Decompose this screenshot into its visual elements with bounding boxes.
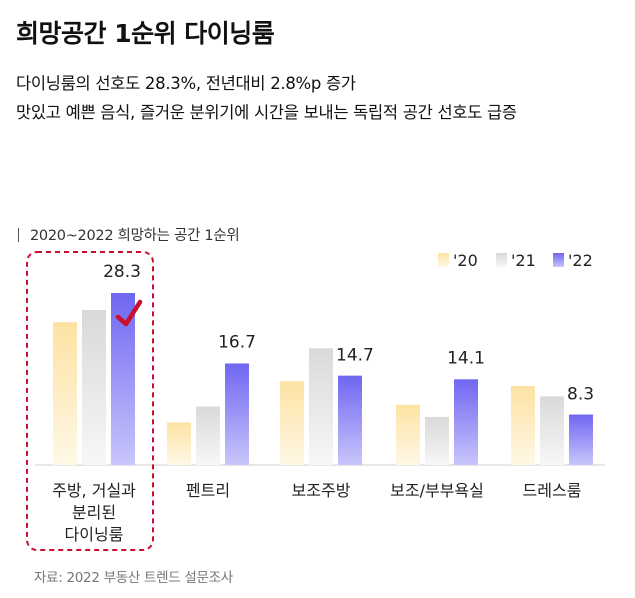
legend-swatch-1: [496, 253, 507, 267]
label-divider: [18, 228, 19, 242]
category-label-0-line-1: 분리된: [72, 503, 116, 522]
bar-4-series-2: [569, 414, 593, 465]
legend-label-0: '20: [453, 251, 478, 270]
chart-label: 2020~2022 희망하는 공간 1순위: [18, 224, 240, 245]
data-label-2: 14.7: [336, 346, 374, 366]
subtitle-line-2: 맛있고 예쁜 음식, 즐거운 분위기에 시간을 보내는 독립적 공간 선호도 급…: [16, 103, 517, 122]
page-title: 희망공간 1순위 다이닝룸: [16, 19, 275, 48]
legend-swatch-2: [553, 253, 564, 267]
bar-2-series-2: [338, 375, 362, 465]
data-label-0: 28.3: [103, 262, 141, 282]
bar-3-series-1: [425, 416, 449, 465]
category-label-2-line-0: 보조주방: [292, 481, 351, 500]
bar-3-series-2: [454, 379, 478, 465]
bar-4-series-0: [511, 385, 535, 465]
category-label-3-line-0: 보조/부부욕실: [390, 481, 484, 500]
source-note: 자료: 2022 부동산 트렌드 설문조사: [34, 570, 233, 586]
category-label-0-line-2: 다이닝룸: [65, 525, 124, 544]
category-label-0-line-0: 주방, 거실과: [52, 481, 136, 500]
bar-1-series-0: [167, 422, 191, 465]
bar-4-series-1: [540, 396, 564, 465]
bar-0-series-1: [82, 310, 106, 465]
category-label-1-line-0: 펜트리: [186, 481, 230, 500]
bar-1-series-1: [196, 406, 220, 465]
bar-3-series-0: [396, 404, 420, 465]
bar-2-series-0: [280, 381, 304, 465]
subtitle-line-1: 다이닝룸의 선호도 28.3%, 전년대비 2.8%p 증가: [16, 74, 356, 93]
bar-2-series-1: [309, 348, 333, 465]
legend-label-2: '22: [568, 251, 593, 270]
bar-0-series-0: [53, 322, 77, 465]
data-label-4: 8.3: [567, 385, 594, 405]
bar-1-series-2: [225, 363, 249, 465]
data-label-1: 16.7: [218, 333, 256, 353]
checkmark-icon: [115, 299, 143, 327]
chart-label-text: 2020~2022 희망하는 공간 1순위: [30, 228, 240, 244]
legend-label-1: '21: [511, 251, 536, 270]
highlight-box: [26, 251, 154, 551]
data-label-3: 14.1: [447, 348, 485, 368]
legend-swatch-0: [438, 253, 449, 267]
category-label-4-line-0: 드레스룸: [523, 481, 582, 500]
